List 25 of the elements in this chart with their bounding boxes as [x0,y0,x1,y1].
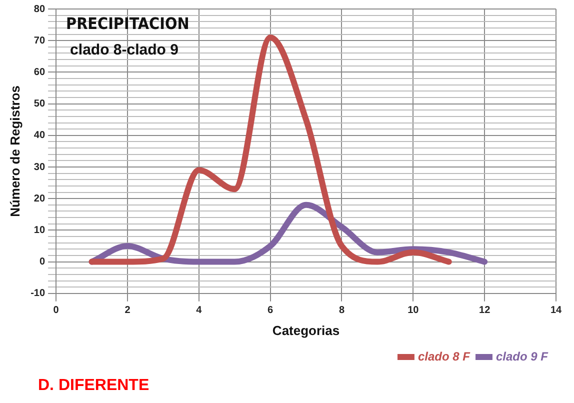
x-tick-label: 4 [196,305,202,316]
y-tick-label: 0 [39,256,46,268]
text: D. DIFERENTE [38,377,150,395]
x-tick-label: 12 [479,305,491,316]
y-axis-title: Número de Registros [7,85,22,217]
x-tick-label: 14 [550,305,562,316]
x-tick-label: 6 [268,305,274,316]
y-tick-label: 50 [34,98,46,110]
legend-label: clado 8 F [418,349,471,364]
chart-title: PRECIPITACION [66,14,190,34]
y-tick-label: 40 [34,130,46,142]
x-tick-label: 10 [408,305,420,316]
y-tick-label: 30 [34,162,46,173]
y-tick-label: -10 [30,288,46,300]
legend-label: clado 9 F [496,349,549,364]
x-tick-label: 2 [124,305,131,316]
y-tick-label: 60 [34,66,46,78]
y-tick-label: 70 [34,35,46,46]
x-axis-title: Categorias [272,322,340,338]
y-tick-label: 20 [34,193,46,204]
y-tick-label: 10 [34,224,46,236]
x-tick-label: 8 [338,305,345,316]
text: clado 8-clado 9 [70,42,178,59]
x-tick-label: 0 [53,305,60,316]
y-tick-label: 80 [34,4,46,15]
